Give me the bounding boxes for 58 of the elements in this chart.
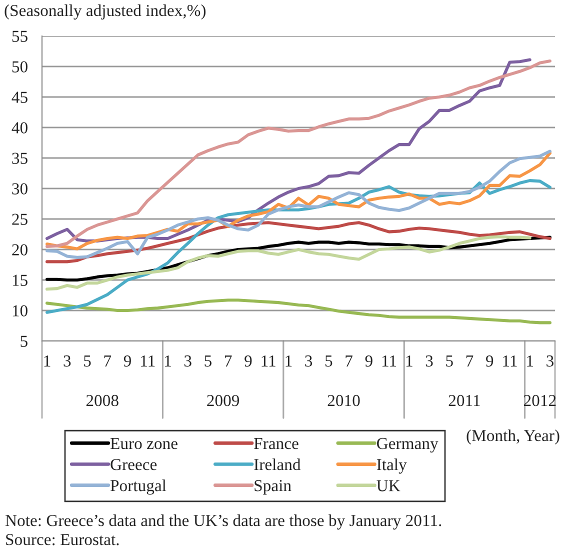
line-series — [46, 221, 552, 264]
y-axis-title: (Seasonally adjusted index,%) — [4, 4, 206, 20]
x-tick-label: 11 — [262, 355, 276, 366]
legend-label: Germany — [377, 438, 438, 453]
y-tick-label: 40 — [12, 122, 28, 134]
legend-label: Greece — [110, 458, 157, 470]
text: 2008 — [86, 394, 118, 406]
x-tick-label: 1 — [527, 355, 534, 366]
text: 2012 — [524, 394, 556, 406]
legend-label: France — [254, 438, 298, 450]
x-tick-label: 5 — [325, 356, 332, 367]
x-tick-label: 9 — [124, 355, 131, 367]
text: 2010 — [328, 394, 360, 406]
legend-label: Euro zone — [110, 438, 178, 450]
x-tick-label: 5 — [204, 356, 212, 367]
x-tick-label: 3 — [184, 355, 192, 367]
legend-label: Spain — [254, 480, 292, 495]
x-tick-label: 3 — [546, 355, 554, 367]
x-tick-label: 11 — [503, 355, 517, 366]
x-tick-label: 7 — [466, 356, 474, 366]
x-tick-label: 5 — [84, 356, 91, 367]
y-tick-label: 30 — [12, 183, 28, 194]
x-tick-label: 3 — [426, 355, 433, 367]
text: 2011 — [448, 394, 480, 406]
y-tick-label: 35 — [12, 152, 28, 164]
x-tick-label: 9 — [486, 355, 494, 367]
x-tick-label: 5 — [446, 356, 453, 367]
legend-label: Italy — [376, 458, 407, 474]
y-tick-label: 15 — [12, 274, 28, 286]
legend-label: Portugal — [110, 479, 166, 495]
x-tick-label: 3 — [64, 355, 71, 367]
x-tick-label: 1 — [286, 355, 292, 366]
y-tick-label: 55 — [12, 30, 28, 42]
x-tick-label: 7 — [346, 356, 352, 366]
y-tick-label: 50 — [12, 61, 28, 72]
legend-label: Ireland — [254, 458, 301, 470]
line-series — [46, 235, 532, 291]
legend-label: UK — [376, 480, 400, 492]
x-tick-label: 1 — [44, 355, 50, 366]
x-tick-label: 9 — [365, 355, 372, 367]
x-tick-label: 3 — [305, 355, 312, 367]
y-tick-label: 5 — [20, 336, 28, 347]
text: Note: Greece’s data and the UK’s data are those by January 2011. — [5, 514, 442, 530]
x-tick-label: 11 — [141, 355, 155, 366]
x-tick-label: 9 — [244, 355, 252, 367]
y-tick-label: 20 — [12, 244, 28, 256]
x-tick-label: 1 — [406, 355, 412, 366]
x-tick-label: 1 — [165, 355, 171, 366]
x-tick-label: 7 — [104, 356, 112, 366]
y-tick-label: 45 — [12, 92, 28, 103]
x-tick-label: 7 — [225, 356, 232, 366]
x-tick-label: 11 — [382, 355, 396, 366]
x-axis-title: (Month, Year) — [466, 429, 560, 445]
y-tick-label: 10 — [12, 305, 28, 316]
source-note: Source: Eurostat. — [6, 534, 119, 546]
y-tick-label: 25 — [12, 214, 28, 225]
line-series — [46, 298, 552, 324]
text: 2009 — [207, 394, 240, 406]
